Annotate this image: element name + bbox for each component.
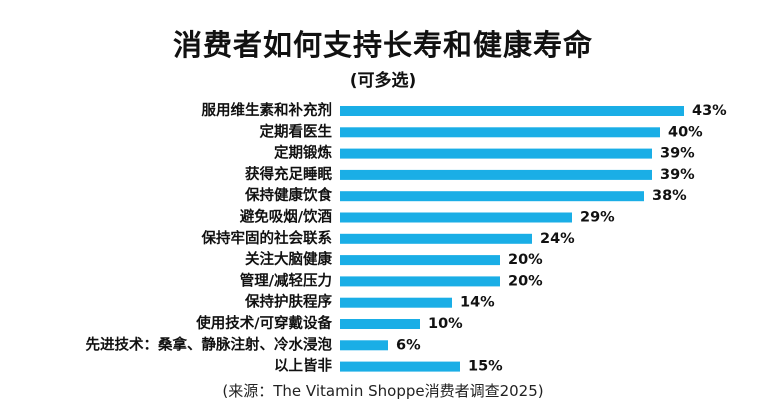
category-label: 定期锻炼 bbox=[274, 144, 332, 162]
bar bbox=[340, 361, 460, 372]
bar bbox=[340, 106, 684, 116]
bar bbox=[340, 255, 500, 266]
bar bbox=[340, 340, 388, 351]
chart-title: 消费者如何支持长寿和健康寿命 bbox=[172, 28, 593, 62]
category-label: 管理/减轻压力 bbox=[240, 271, 332, 289]
value-label: 39% bbox=[660, 146, 695, 162]
bar bbox=[340, 148, 652, 159]
value-label: 40% bbox=[668, 124, 703, 140]
value-label: 24% bbox=[540, 231, 575, 247]
value-label: 29% bbox=[580, 210, 615, 226]
bar bbox=[340, 127, 660, 138]
bar bbox=[340, 276, 500, 287]
category-label: 关注大脑健康 bbox=[245, 250, 332, 268]
value-label: 20% bbox=[508, 273, 543, 289]
value-label: 39% bbox=[660, 167, 695, 183]
value-label: 6% bbox=[396, 337, 421, 353]
category-label: 获得充足睡眠 bbox=[245, 165, 332, 183]
category-label: 保持护肤程序 bbox=[244, 293, 332, 311]
bar bbox=[340, 212, 572, 223]
value-label: 20% bbox=[508, 252, 543, 268]
bar bbox=[340, 233, 532, 244]
category-label: 避免吸烟/饮酒 bbox=[240, 208, 333, 226]
source-note: (来源：The Vitamin Shoppe消费者调查2025) bbox=[222, 382, 544, 400]
category-label: 定期看医生 bbox=[260, 122, 333, 140]
bar bbox=[340, 319, 420, 329]
bar bbox=[340, 297, 452, 308]
value-label: 43% bbox=[692, 103, 727, 119]
category-label: 服用维生素和补充剂 bbox=[202, 101, 333, 119]
value-label: 38% bbox=[652, 188, 687, 204]
category-label: 以上皆非 bbox=[274, 358, 332, 375]
value-label: 15% bbox=[468, 359, 503, 375]
value-label: 10% bbox=[428, 316, 463, 332]
category-label: 使用技术/可穿戴设备 bbox=[195, 314, 332, 332]
category-label: 先进技术：桑拿、静脉注射、冷水浸泡 bbox=[86, 335, 333, 353]
chart-subtitle: (可多选) bbox=[349, 71, 417, 91]
bar bbox=[340, 169, 652, 180]
value-label: 14% bbox=[460, 295, 495, 311]
bar bbox=[340, 191, 644, 202]
category-label: 保持健康饮食 bbox=[244, 186, 332, 204]
category-label: 保持牢固的社会联系 bbox=[201, 229, 333, 247]
